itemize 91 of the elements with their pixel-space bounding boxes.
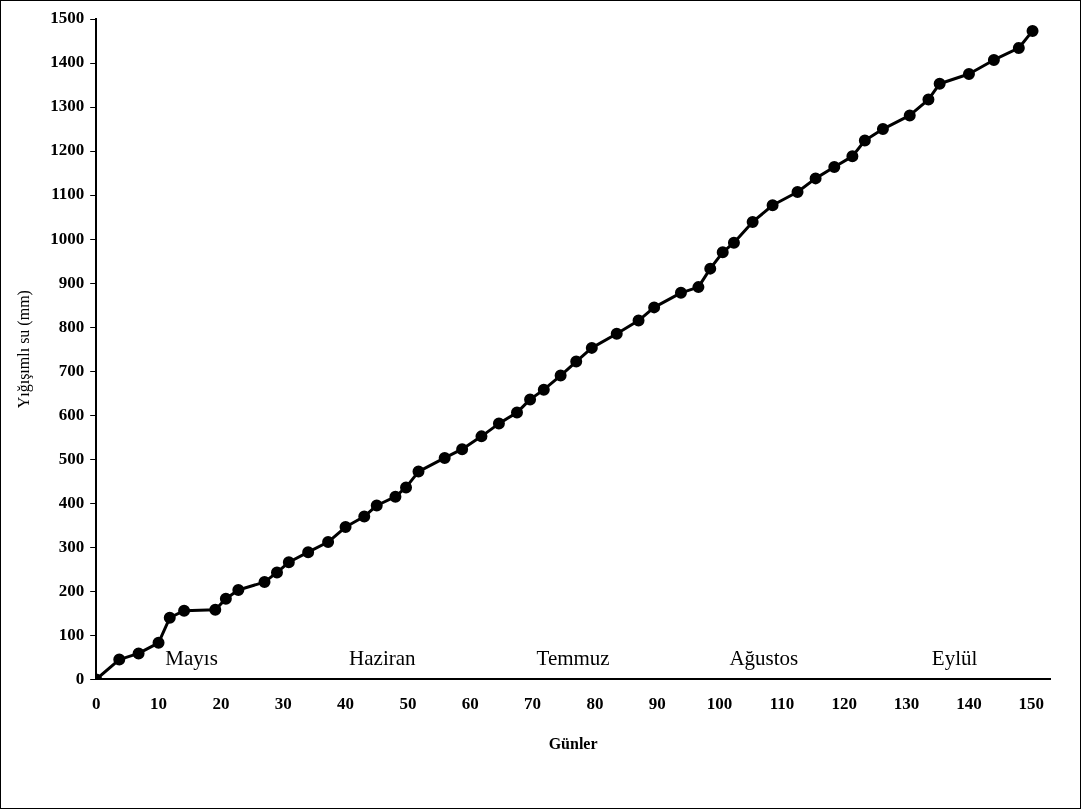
annotation: Eylül: [931, 645, 978, 670]
point: [152, 636, 165, 649]
y-tick-label: 400: [58, 492, 85, 512]
point: [510, 406, 523, 419]
point: [412, 465, 425, 478]
y-tick-label: 0: [75, 668, 85, 688]
x-tick-label: 80: [586, 693, 604, 713]
y-tick-label: 700: [58, 360, 85, 380]
y-tick-label: 900: [58, 272, 85, 292]
y-tick-label: 600: [58, 404, 85, 424]
y-axis-title: Yığışımlı su (mm): [14, 290, 33, 409]
y-tick-label: 200: [58, 580, 85, 600]
point: [674, 286, 687, 299]
y-tick-label: 500: [58, 448, 85, 468]
x-tick-label: 30: [274, 693, 292, 713]
point: [962, 68, 975, 81]
point: [1012, 42, 1025, 55]
point: [632, 314, 645, 327]
point: [716, 246, 729, 259]
point: [846, 150, 859, 163]
point: [178, 604, 191, 617]
x-tick-label: 100: [706, 693, 733, 713]
point: [610, 327, 623, 340]
point: [766, 199, 779, 212]
point: [809, 172, 822, 185]
point: [524, 393, 537, 406]
y-tick-label: 1100: [51, 184, 85, 204]
x-tick-label: 40: [337, 693, 355, 713]
point: [903, 109, 916, 122]
point: [258, 576, 271, 589]
annotation: Ağustos: [729, 645, 799, 670]
point: [302, 546, 315, 559]
point: [554, 369, 567, 382]
y-tick-label: 1300: [50, 96, 85, 116]
point: [492, 417, 505, 430]
x-tick-label: 0: [91, 693, 101, 713]
point: [219, 592, 232, 605]
y-tick-label: 100: [58, 624, 85, 644]
point: [475, 430, 488, 443]
point: [692, 281, 705, 294]
point: [727, 236, 740, 249]
x-axis-title: Günler: [548, 734, 598, 752]
point: [876, 123, 889, 136]
point: [400, 481, 413, 494]
point: [987, 53, 1000, 66]
point: [358, 510, 371, 523]
point: [585, 341, 598, 354]
annotation: Temmuz: [536, 645, 610, 670]
point: [858, 134, 871, 147]
point: [537, 383, 550, 396]
point: [456, 443, 469, 456]
annotation: Mayıs: [165, 645, 218, 670]
point: [113, 653, 126, 666]
y-tick-label: 1500: [50, 8, 85, 28]
point: [232, 584, 245, 597]
x-tick-label: 90: [648, 693, 666, 713]
point: [322, 536, 335, 549]
point: [922, 93, 935, 106]
x-tick-label: 120: [831, 693, 858, 713]
x-tick-label: 10: [150, 693, 168, 713]
point: [828, 160, 841, 173]
point: [1026, 24, 1039, 37]
annotation: Haziran: [349, 645, 417, 670]
x-tick-label: 140: [956, 693, 982, 713]
point: [163, 611, 176, 624]
point: [704, 262, 717, 275]
point: [339, 521, 352, 534]
point: [746, 215, 759, 228]
y-tick-label: 1200: [50, 140, 85, 160]
point: [370, 499, 383, 512]
y-tick-label: 1000: [50, 228, 85, 248]
x-tick-label: 130: [893, 693, 920, 713]
point: [570, 355, 583, 368]
x-tick-label: 110: [769, 693, 795, 713]
point: [282, 556, 295, 569]
point: [389, 490, 402, 503]
point: [209, 603, 222, 616]
y-tick-label: 800: [58, 316, 85, 336]
point: [270, 566, 283, 579]
y-tick-label: 300: [58, 536, 85, 556]
point: [438, 451, 451, 464]
x-tick-label: 150: [1018, 693, 1045, 713]
x-tick-label: 70: [524, 693, 542, 713]
x-tick-label: 60: [461, 693, 479, 713]
y-tick-label: 1400: [50, 52, 85, 72]
x-tick-label: 20: [212, 693, 230, 713]
point: [933, 77, 946, 90]
point: [132, 647, 145, 660]
point: [791, 186, 804, 199]
point: [648, 301, 661, 314]
x-tick-label: 50: [399, 693, 417, 713]
